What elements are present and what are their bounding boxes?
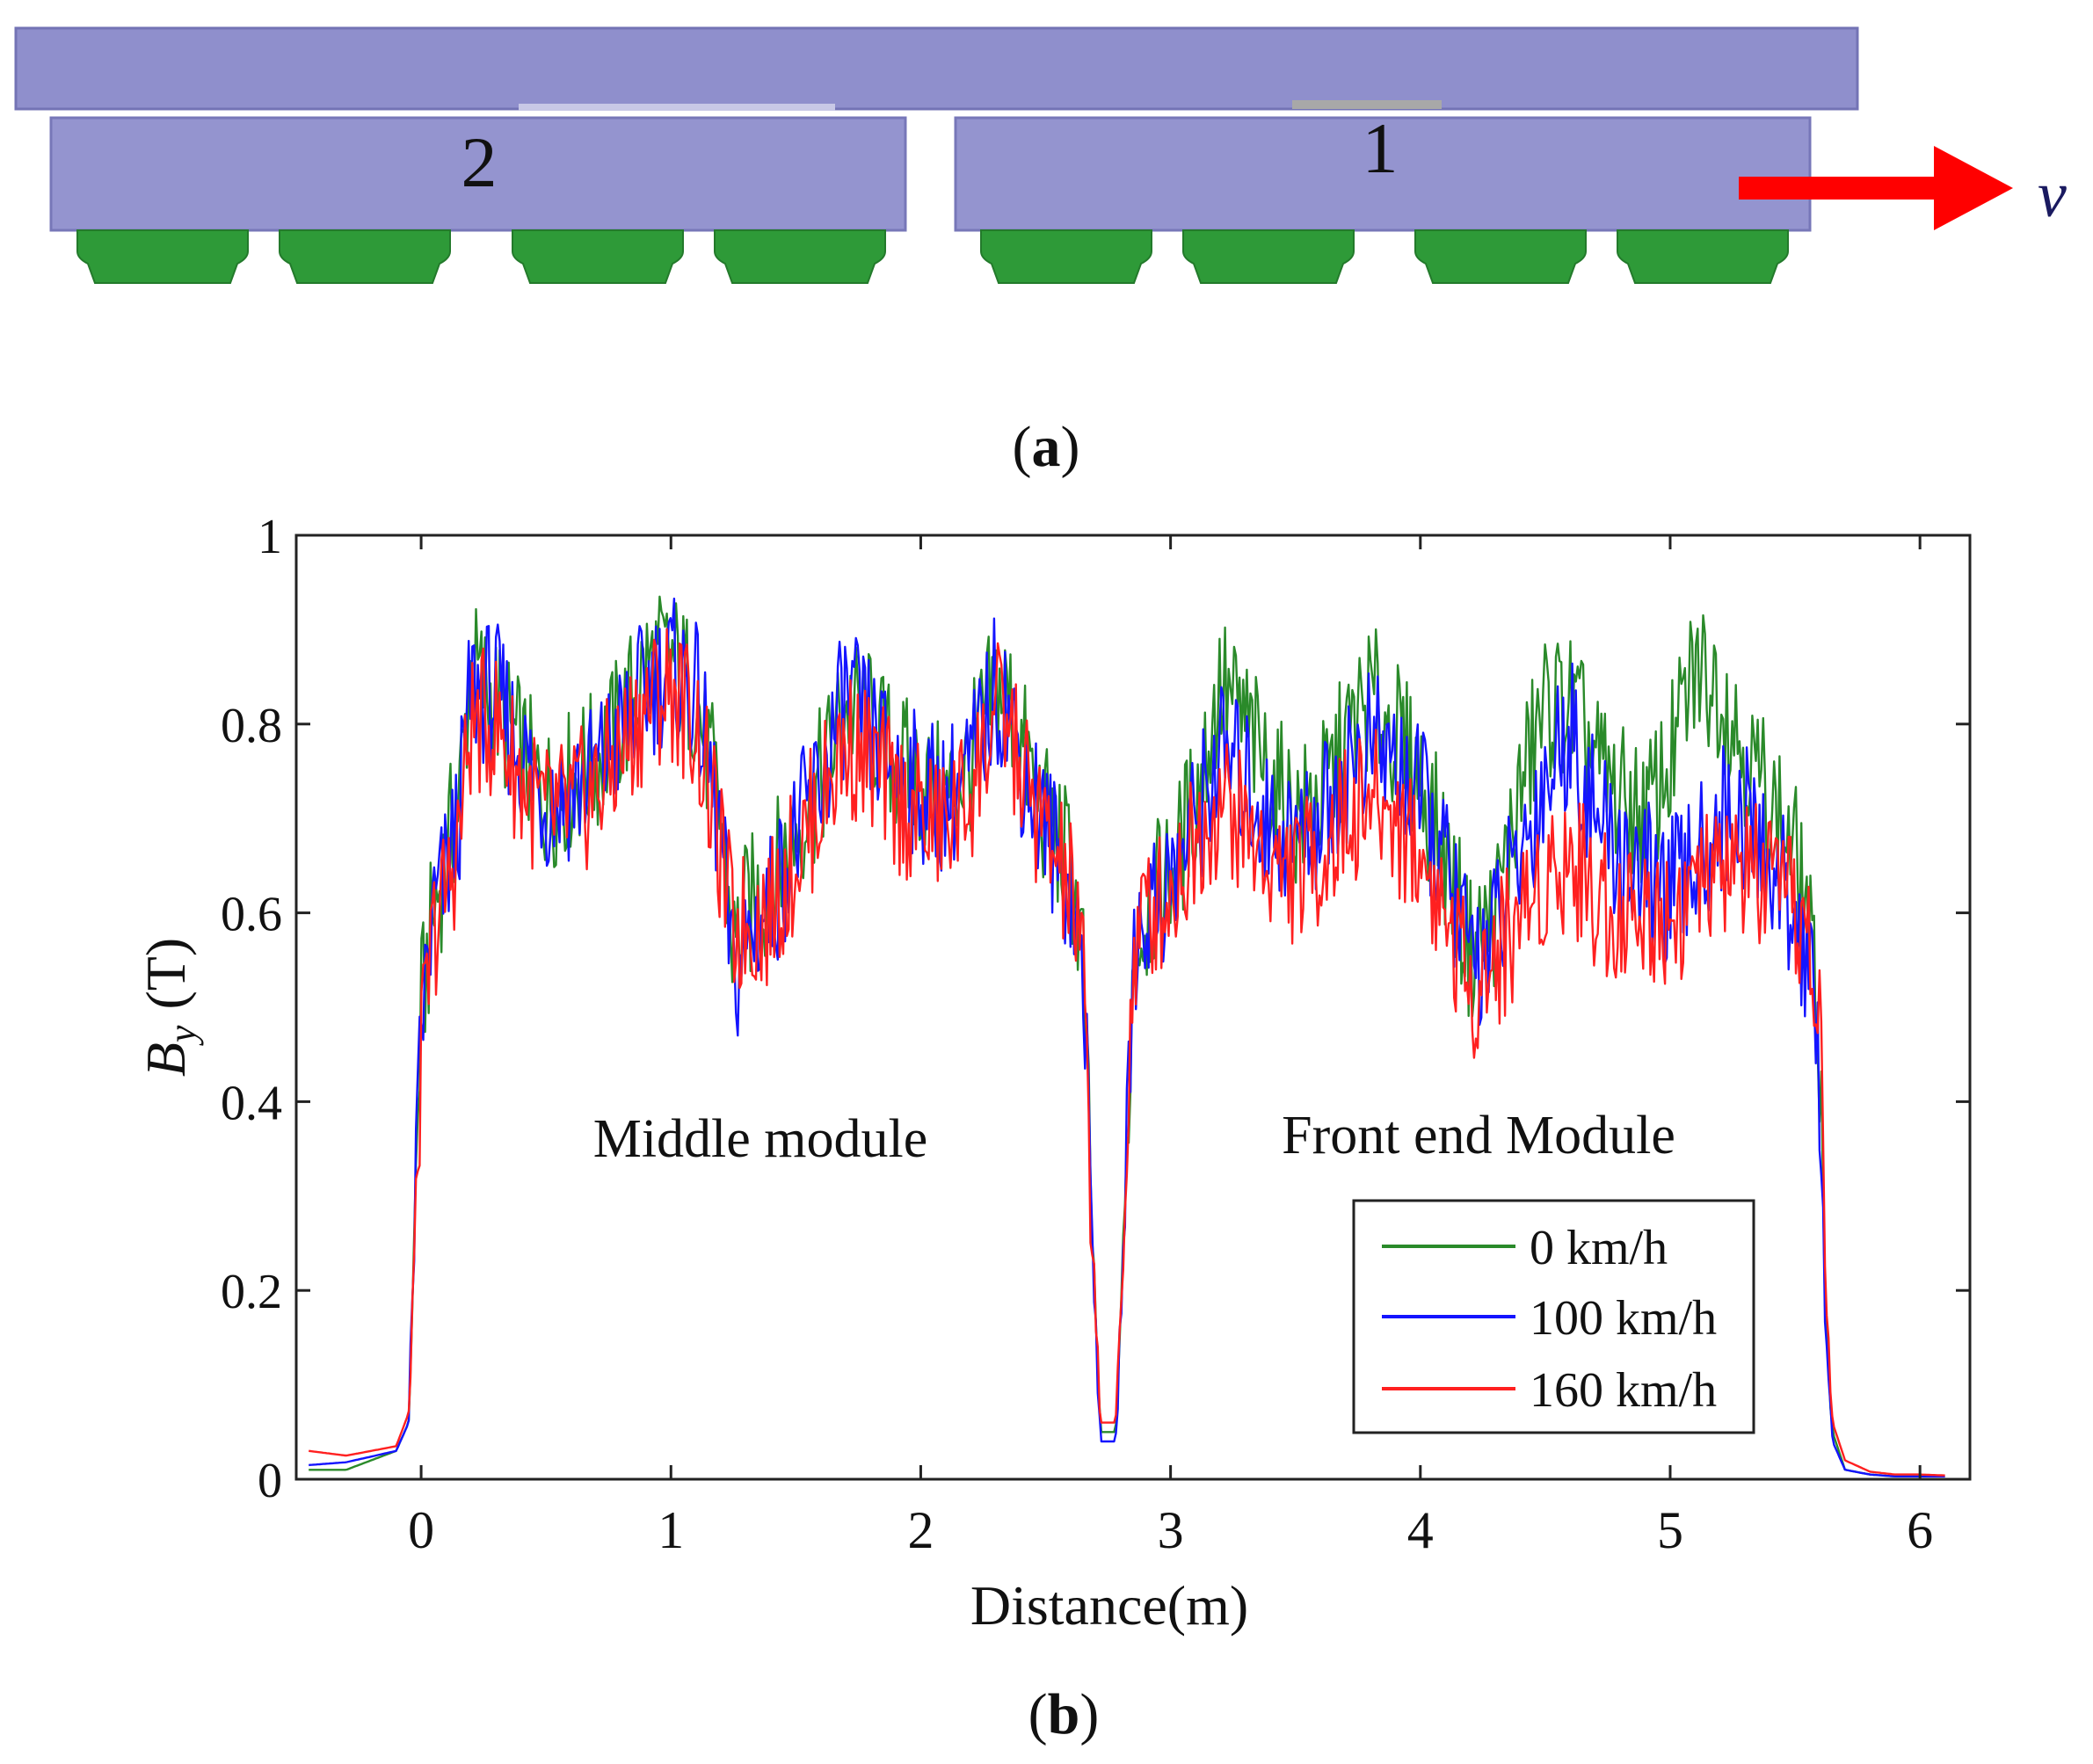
module-label-2: 2 bbox=[461, 122, 498, 202]
caption-b: (b) bbox=[1028, 1682, 1100, 1746]
plot-frame bbox=[294, 534, 1972, 1481]
caption-a: (a) bbox=[1013, 415, 1080, 479]
y-tick-label: 0 bbox=[258, 1454, 282, 1508]
legend-label-0-kmh: 0 km/h bbox=[1530, 1221, 1668, 1275]
ticks-layer: 0 1 2 3 4 5 6 0 0.2 0.4 0.6 0.8 1 bbox=[221, 510, 1970, 1559]
y-tick-label: 0.4 bbox=[221, 1076, 282, 1130]
magnet bbox=[76, 229, 249, 284]
panel-a: 2 1 v (a) bbox=[14, 26, 2067, 479]
x-tick-label: 3 bbox=[1158, 1501, 1184, 1559]
y-tick-label: 0.8 bbox=[221, 699, 282, 753]
panel-b: 0 1 2 3 4 5 600.20.40.60.81 Distance(m) By(T) … bbox=[134, 510, 1972, 1746]
y-axis-label-subscript: y bbox=[161, 1025, 204, 1046]
velocity-arrow-head bbox=[1934, 146, 2013, 230]
magnet bbox=[1414, 229, 1587, 284]
series-160-kmh bbox=[309, 628, 1945, 1477]
magnet bbox=[512, 229, 684, 284]
legend: 0 km/h 100 km/h 160 km/h bbox=[1352, 1199, 1755, 1434]
x-tick-label: 2 bbox=[907, 1501, 934, 1559]
y-axis-label-unit: (T) bbox=[134, 938, 197, 1010]
series-layer bbox=[309, 595, 1945, 1477]
beam-joint bbox=[1292, 100, 1442, 109]
legend-label-100-kmh: 100 km/h bbox=[1530, 1291, 1717, 1346]
x-tick-label: 1 bbox=[658, 1501, 684, 1559]
magnet bbox=[279, 229, 451, 284]
y-tick-label: 1 bbox=[258, 510, 282, 564]
caption-b-letter: b bbox=[1048, 1682, 1080, 1746]
caption-a-letter: a bbox=[1032, 415, 1061, 479]
x-tick-label: 0 bbox=[408, 1501, 434, 1559]
velocity-symbol: v bbox=[2038, 159, 2067, 231]
x-tick-label: 5 bbox=[1657, 1501, 1683, 1559]
beam bbox=[14, 26, 1859, 111]
magnets bbox=[76, 229, 1789, 284]
magnet bbox=[980, 229, 1152, 284]
module-2 bbox=[49, 116, 907, 232]
annotation-front-end-module: Front end Module bbox=[1282, 1106, 1675, 1165]
magnet bbox=[1617, 229, 1789, 284]
y-tick-label: 0.2 bbox=[221, 1265, 282, 1319]
annotation-middle-module: Middle module bbox=[593, 1109, 928, 1169]
magnet bbox=[714, 229, 886, 284]
y-axis-label: By (T) bbox=[134, 938, 204, 1077]
magnet bbox=[1182, 229, 1355, 284]
x-tick-label: 4 bbox=[1407, 1501, 1434, 1559]
x-axis-label: Distance(m) bbox=[970, 1574, 1248, 1637]
beam-highlight bbox=[519, 104, 835, 111]
y-tick-label: 0.6 bbox=[221, 888, 282, 942]
velocity-arrow-shaft bbox=[1739, 177, 1941, 200]
legend-label-160-kmh: 160 km/h bbox=[1530, 1363, 1717, 1418]
module-1 bbox=[954, 116, 1812, 232]
x-tick-label: 6 bbox=[1907, 1501, 1933, 1559]
module-label-1: 1 bbox=[1363, 108, 1399, 188]
series-100-kmh bbox=[309, 597, 1945, 1477]
y-axis-label-symbol: B bbox=[134, 1042, 197, 1077]
